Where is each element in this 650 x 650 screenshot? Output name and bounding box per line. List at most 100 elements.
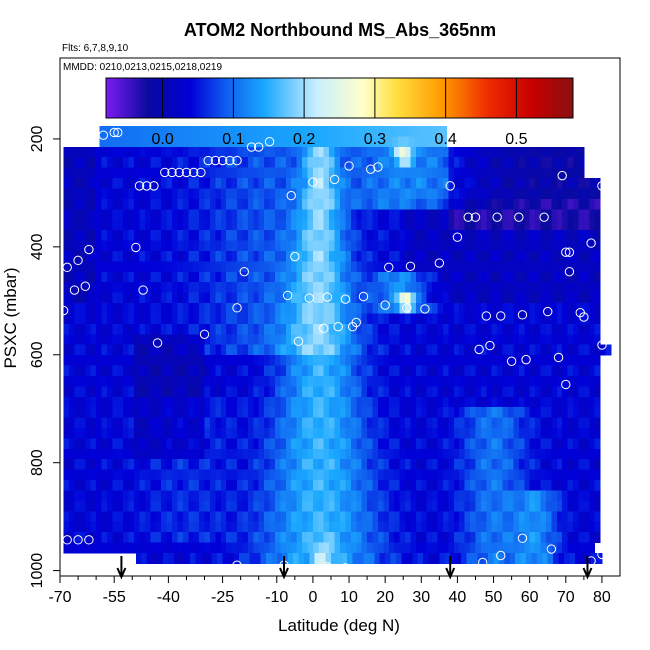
sample-point [579,312,589,322]
sample-point [427,565,437,576]
descent-arrow [116,556,127,580]
y-tick-label: 600 [29,341,46,368]
descent-arrow [445,556,456,580]
sample-point [485,340,495,351]
sample-point [557,170,567,181]
sample-point [188,565,199,576]
y-axis-label: PSXC (mbar) [1,267,20,368]
sample-point [539,212,549,222]
sample-point [225,155,235,166]
sample-point [521,354,531,365]
colorbar-tick-label: 0.0 [151,131,173,148]
sample-point [351,317,361,328]
sample-point [239,266,249,277]
descent-arrows [116,556,593,580]
sample-point [181,167,192,178]
x-tick-label: -55 [103,589,126,606]
sample-point [597,549,607,560]
x-tick-label: 10 [340,589,358,606]
plot-frame [59,57,621,577]
sample-point [196,167,206,178]
sample-point [62,535,72,545]
x-tick-label: 30 [412,589,430,606]
y-axis: 200 400 600 800 1000 [29,125,60,588]
sample-point [282,290,293,301]
sample-point [420,304,430,314]
sample-point [246,142,257,152]
sample-point [142,181,152,191]
sample-point [293,336,304,346]
x-tick-label: 0 [308,589,317,606]
sample-point [561,379,571,390]
sample-point [264,136,275,147]
sample-point [98,130,109,140]
sample-point [543,306,553,317]
sample-point [232,560,242,570]
sample-point [384,262,394,273]
sample-point [84,244,94,255]
sample-point [366,164,376,174]
sample-point [319,323,329,334]
x-tick-label: -70 [48,589,71,606]
sample-point [597,340,607,350]
sample-point [160,167,170,178]
sample-point [546,544,557,554]
chart-title: ATOM2 Northbound MS_Abs_365nm [184,20,496,40]
sample-point [517,533,528,543]
colorbar-tick-label: 0.3 [364,131,386,148]
sample-point [113,127,123,138]
sample-point [109,127,119,138]
sample-point [434,258,445,268]
x-tick-label: 40 [449,589,467,606]
sample-point [402,565,412,576]
x-tick-label: -25 [211,589,234,606]
sample-point [340,294,351,304]
sample-point [254,142,264,152]
x-tick-label: -10 [265,589,288,606]
x-tick-label: 80 [593,589,611,606]
descent-arrow [279,556,289,580]
sample-point [358,291,369,302]
sample-point [322,292,333,302]
sample-point [344,161,354,171]
x-tick-label: 70 [557,589,575,606]
sample-point [167,167,177,178]
sample-point [474,344,484,355]
sample-point [586,238,596,248]
sample-point [58,305,69,316]
sample-point [373,162,383,172]
sample-point [188,167,199,178]
sample-point [564,266,575,277]
x-axis: -70 -55 -40 -25 -10 0 10 20 30 40 50 60 70 80 [48,576,611,606]
flights-label: Flts: 6,7,8,9,10 [62,43,129,54]
sample-point [506,356,517,366]
sample-point [496,550,506,561]
sample-point [380,300,390,310]
sample-point [445,181,455,191]
sample-point [286,190,296,201]
sample-point [149,181,159,191]
sample-point [402,303,412,313]
colorbar-tick-label: 0.4 [435,131,457,148]
sample-point [333,322,343,332]
sample-point [138,285,148,295]
sample-point [553,352,564,363]
sample-point [304,293,314,303]
sample-point [308,177,318,187]
sample-point [203,155,213,166]
sample-point [80,281,90,291]
sample-point [470,212,481,222]
sample-point [492,212,502,222]
x-axis-label: Latitude (deg N) [278,616,400,635]
sample-point [73,535,83,545]
sample-point [69,285,80,295]
sample-point [564,247,575,257]
sample-point [496,311,506,321]
descent-arrow [582,556,593,580]
y-tick-label: 200 [29,125,46,152]
sample-point [463,212,473,222]
sample-point [481,311,492,321]
y-tick-label: 1000 [29,553,46,589]
colorbar: 0.0 0.1 0.2 0.3 0.4 0.5 [105,77,574,148]
